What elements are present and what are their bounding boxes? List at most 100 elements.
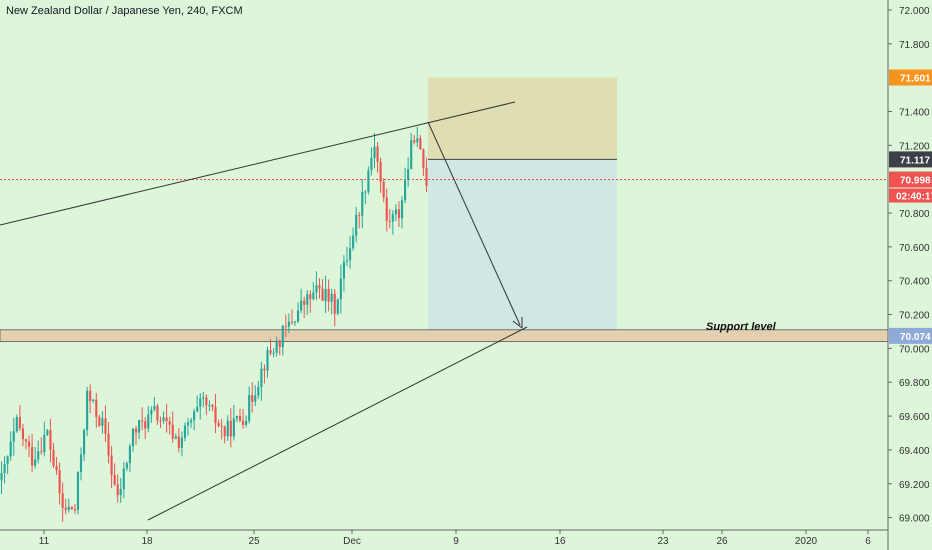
time-tick-label: 25	[248, 536, 260, 547]
candle-body	[147, 414, 150, 429]
price-tick-label: 70.000	[899, 344, 930, 355]
candle-body	[373, 146, 376, 158]
candle-body	[266, 350, 269, 371]
candle-body	[128, 446, 131, 464]
candle-body	[287, 321, 290, 327]
candle-body	[339, 278, 342, 300]
candle-body	[220, 425, 223, 427]
time-tick-label: 23	[657, 536, 669, 547]
price-tick-label: 70.600	[899, 243, 930, 254]
candle-body	[327, 288, 330, 302]
candle-body	[159, 420, 162, 422]
entry-price-badge	[889, 151, 932, 168]
candle-body	[229, 420, 232, 437]
candle-body	[52, 449, 55, 466]
candle-body	[205, 397, 208, 406]
candle-body	[309, 294, 312, 300]
candle-body	[345, 260, 349, 262]
price-axis[interactable]: 72.000 71.800 71.400 71.200 70.800 70.600 70.4…	[887, 0, 932, 550]
candle-body	[83, 429, 86, 455]
candle-body	[37, 451, 40, 460]
price-tick-label: 71.200	[899, 141, 930, 152]
candle-body	[119, 489, 122, 496]
candle-body	[364, 191, 367, 193]
price-tick-label: 71.800	[899, 40, 930, 51]
candle-body	[400, 200, 404, 219]
price-tick-label: 71.400	[899, 108, 930, 119]
drawings	[0, 101, 528, 521]
candle-body	[251, 395, 254, 402]
candle-body	[223, 426, 226, 437]
candle-body	[55, 465, 58, 471]
candle-body	[61, 493, 64, 508]
countdown-label: 02:40:17	[896, 192, 932, 203]
candle-body	[348, 248, 352, 261]
time-tick-label: 26	[716, 536, 728, 547]
candle-body	[116, 484, 119, 496]
candle-body	[232, 418, 235, 437]
candle-body	[104, 418, 107, 434]
candle-body	[263, 368, 266, 371]
candle-body	[46, 430, 49, 436]
candle-body	[300, 300, 303, 311]
support-level-label: Support level	[706, 321, 777, 333]
candle-body	[404, 180, 407, 201]
candle-body	[245, 420, 248, 426]
candle-body	[101, 418, 104, 426]
candle-body	[306, 294, 309, 305]
candle-body	[113, 474, 116, 485]
projection-arrow-head	[512, 317, 523, 329]
candle-body	[49, 430, 52, 450]
candle-body	[162, 417, 165, 421]
price-tick-label: 69.000	[899, 514, 930, 525]
candle-body	[12, 431, 15, 442]
candle-body	[110, 455, 113, 475]
position-zones	[0, 77, 889, 343]
candle-body	[297, 310, 300, 322]
price-tick-label: 69.600	[899, 412, 930, 423]
target-price-badge-label: 71.601	[900, 74, 931, 85]
candle-body	[284, 326, 287, 328]
candle-body	[342, 261, 345, 279]
candle-body	[70, 506, 73, 510]
support-price-badge	[889, 327, 932, 344]
price-tick-label: 70.200	[899, 311, 930, 322]
candle-body	[407, 169, 410, 181]
candle-body	[391, 214, 394, 222]
price-tick-label: 69.200	[899, 480, 930, 491]
candle-body	[3, 464, 6, 474]
candle-body	[15, 417, 18, 432]
candle-body	[330, 293, 333, 302]
candle-body	[86, 390, 89, 430]
candle-body	[134, 428, 138, 433]
candle-body	[254, 395, 257, 402]
time-axis[interactable]: 11 18 25 Dec 9 16 23 26 2020 6	[0, 529, 888, 547]
time-tick-label: 9	[453, 536, 459, 547]
candle-body	[422, 149, 425, 168]
candle-body	[303, 300, 306, 305]
candle-body	[293, 321, 297, 323]
candle-body	[367, 170, 370, 192]
candle-body	[174, 436, 177, 439]
candle-body	[370, 157, 373, 171]
candle-body	[226, 420, 229, 437]
candle-body	[336, 299, 339, 314]
candle-body	[376, 146, 379, 162]
candle-body	[379, 161, 382, 182]
candle-body	[214, 407, 217, 423]
candle-body	[241, 420, 245, 426]
time-tick-label: 18	[141, 536, 153, 547]
candle-body	[9, 441, 12, 457]
current-price-badge	[889, 171, 932, 188]
candle-body	[125, 463, 128, 469]
projection-arrow-line	[427, 121, 521, 326]
support-price-badge-label: 70.074	[900, 332, 931, 343]
candle-body	[397, 209, 401, 219]
candle-body	[257, 387, 260, 396]
lower-trend-line	[147, 326, 528, 521]
target-price-badge	[889, 69, 932, 86]
candle-body	[34, 459, 37, 466]
candle-body	[199, 398, 202, 407]
candle-body	[361, 192, 364, 216]
